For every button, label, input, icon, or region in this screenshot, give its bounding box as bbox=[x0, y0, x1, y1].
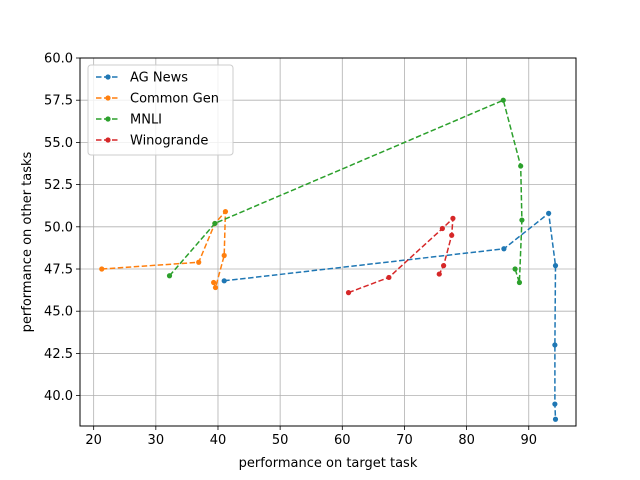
x-tick-label: 90 bbox=[520, 433, 537, 448]
y-tick-label: 60.0 bbox=[44, 52, 73, 67]
data-point bbox=[439, 225, 445, 232]
data-point bbox=[552, 342, 558, 348]
data-point bbox=[450, 215, 456, 221]
data-point bbox=[552, 401, 558, 407]
x-tick-label: 30 bbox=[148, 433, 165, 448]
data-point bbox=[501, 246, 507, 252]
y-tick-label: 57.5 bbox=[44, 94, 73, 109]
plot-frame bbox=[79, 57, 577, 427]
data-point bbox=[436, 271, 442, 277]
data-point bbox=[212, 284, 219, 291]
data-point bbox=[552, 263, 559, 269]
y-tick-label: 52.5 bbox=[44, 178, 73, 193]
data-point bbox=[221, 278, 227, 284]
data-point bbox=[99, 266, 105, 272]
series-3 bbox=[345, 215, 456, 296]
data-point bbox=[518, 163, 524, 169]
data-point bbox=[345, 290, 352, 296]
legend-marker bbox=[105, 95, 111, 101]
x-tick-label: 40 bbox=[210, 433, 227, 448]
data-point bbox=[500, 97, 506, 103]
data-point bbox=[212, 220, 218, 227]
data-point bbox=[546, 210, 552, 216]
x-axis: 20 30 40 50 60 70 80 90 bbox=[85, 426, 537, 448]
legend-label: Winogrande bbox=[130, 134, 208, 149]
x-tick-label: 60 bbox=[334, 433, 351, 448]
data-point bbox=[166, 273, 173, 279]
data-point bbox=[519, 217, 525, 223]
x-tick-label: 50 bbox=[272, 433, 289, 448]
legend-label: AG News bbox=[130, 71, 188, 86]
data-point bbox=[222, 209, 229, 215]
y-tick-label: 50.0 bbox=[44, 220, 73, 235]
y-axis: 40.0 42.5 45.0 47.5 50.0 52.5 55.0 57.5 60.0 bbox=[44, 52, 80, 404]
legend-entry: Common Gen bbox=[96, 92, 219, 107]
x-tick-label: 20 bbox=[85, 433, 102, 448]
legend: AG News Common Gen MNLI Winogrande bbox=[87, 64, 234, 156]
y-tick-label: 40.0 bbox=[44, 389, 73, 404]
y-tick-label: 45.0 bbox=[44, 305, 73, 320]
data-point bbox=[552, 416, 559, 422]
data-point bbox=[221, 252, 227, 259]
x-tick-label: 70 bbox=[396, 433, 413, 448]
data-point bbox=[512, 266, 518, 272]
series-2 bbox=[166, 97, 525, 286]
legend-entry: AG News bbox=[96, 71, 188, 86]
series-0 bbox=[221, 210, 559, 422]
legend-entry: Winogrande bbox=[96, 134, 208, 149]
data-point bbox=[516, 279, 523, 286]
data-point bbox=[441, 263, 447, 269]
legend-marker bbox=[105, 116, 111, 122]
legend-label: MNLI bbox=[130, 113, 162, 128]
legend-entry: MNLI bbox=[96, 113, 162, 128]
x-tick-label: 80 bbox=[458, 433, 475, 448]
y-axis-label: performance on other tasks bbox=[20, 151, 35, 332]
y-tick-label: 55.0 bbox=[44, 136, 73, 151]
y-tick-label: 42.5 bbox=[44, 347, 73, 362]
series-layer bbox=[99, 97, 559, 422]
legend-marker bbox=[105, 137, 111, 143]
legend-marker bbox=[105, 74, 111, 80]
legend-label: Common Gen bbox=[130, 92, 219, 107]
data-point bbox=[196, 259, 202, 265]
data-point bbox=[211, 279, 217, 286]
legend-box bbox=[87, 64, 234, 156]
y-tick-label: 47.5 bbox=[44, 263, 73, 278]
data-point bbox=[449, 232, 455, 238]
data-point bbox=[386, 274, 392, 281]
x-axis-label: performance on target task bbox=[239, 456, 418, 471]
